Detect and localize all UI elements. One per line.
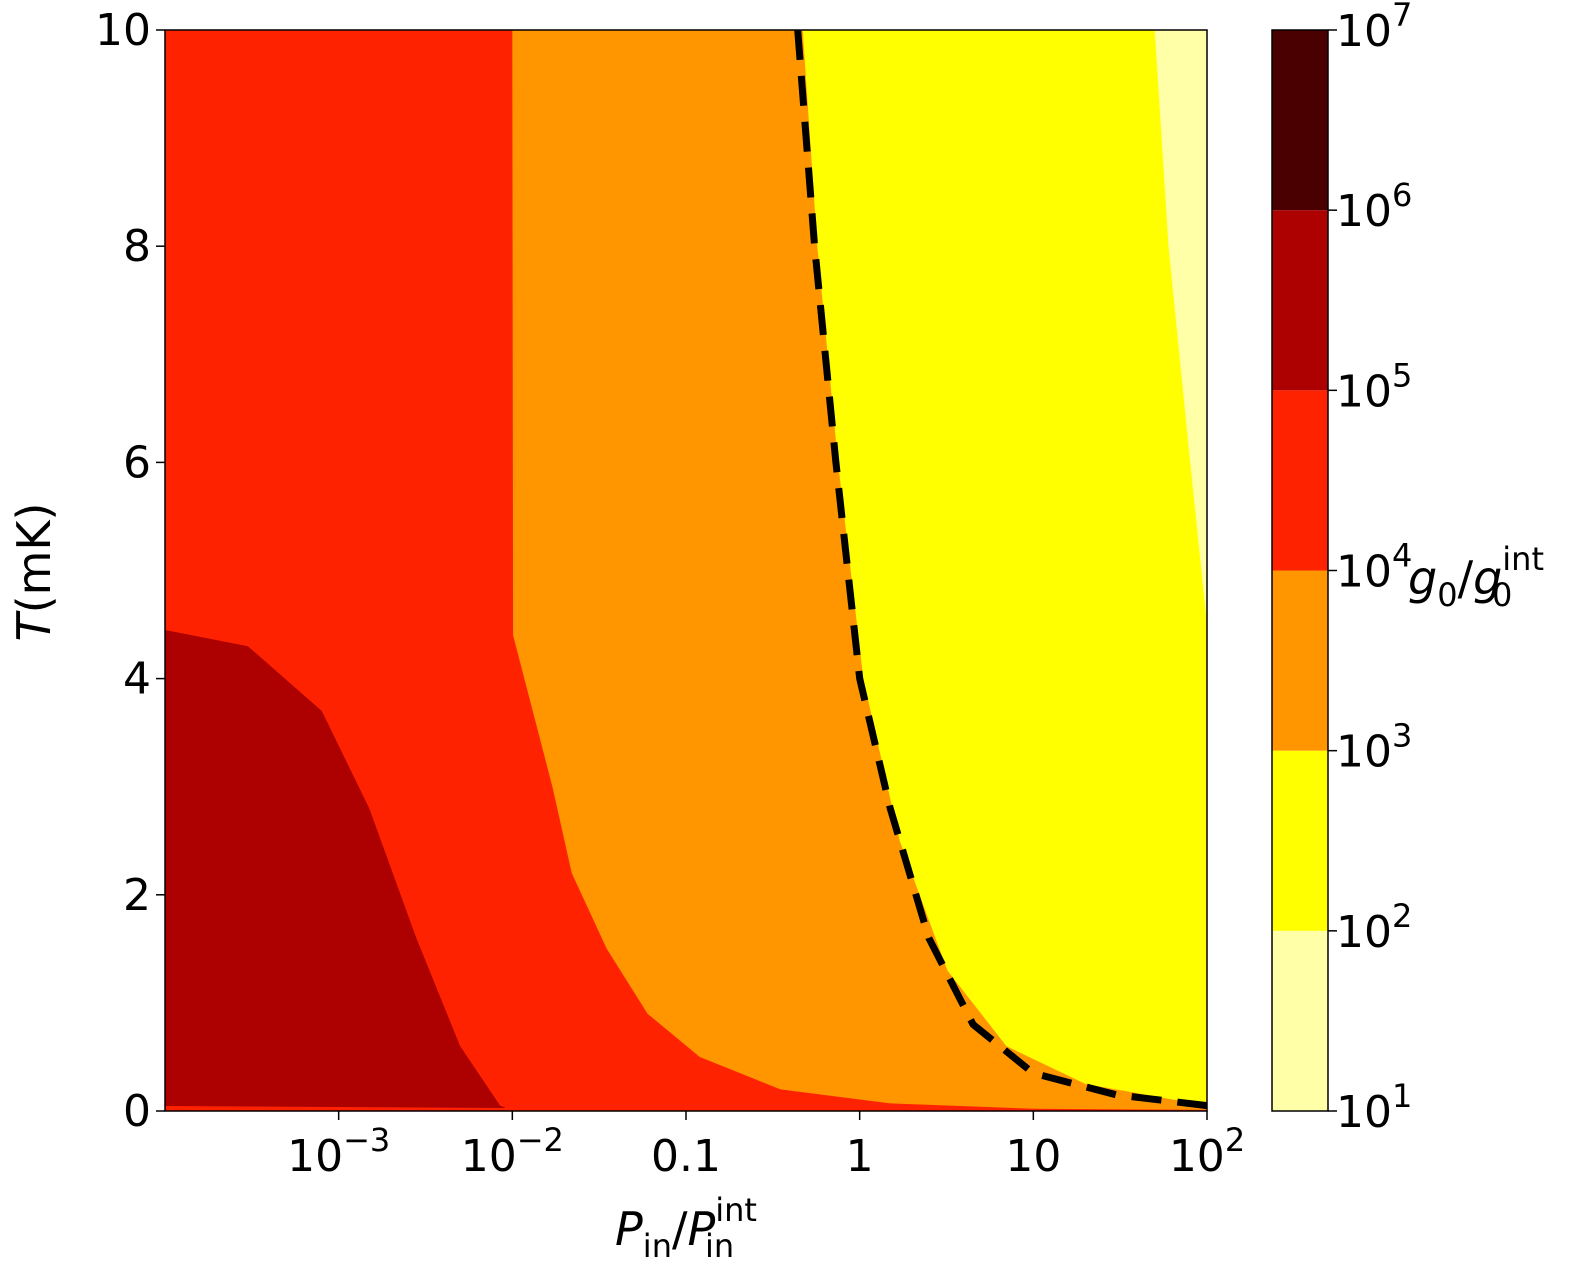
colorbar-segment bbox=[1272, 30, 1328, 211]
y-axis-label: T(mK) bbox=[7, 503, 61, 642]
plot-area bbox=[164, 29, 1208, 1112]
region-10e5-10e6 bbox=[165, 630, 513, 1111]
x-axis-label: Pin/Pint in bbox=[615, 1191, 757, 1265]
colorbar-tick-label: 101 bbox=[1336, 1077, 1412, 1138]
x-tick-label: 102 bbox=[1169, 1121, 1245, 1182]
y-tick-label: 10 bbox=[95, 5, 151, 56]
y-tick-label: 4 bbox=[123, 654, 151, 705]
x-tick-label: 10 bbox=[1005, 1131, 1061, 1182]
y-tick-label: 6 bbox=[123, 437, 151, 488]
colorbar-tick-label: 104 bbox=[1336, 537, 1412, 598]
colorbar-tick-label: 103 bbox=[1336, 717, 1412, 778]
colorbar-segment bbox=[1272, 570, 1328, 751]
colorbar-label: g0/gint 0 bbox=[1408, 540, 1544, 614]
colorbar-segment bbox=[1272, 210, 1328, 391]
x-tick-label: 10−2 bbox=[461, 1121, 564, 1182]
x-tick-label: 1 bbox=[846, 1131, 874, 1182]
bottom-strip bbox=[165, 1106, 1207, 1111]
x-axis-ticks: 10−3 10−2 0.1 1 10 102 bbox=[287, 1111, 1245, 1182]
y-tick-label: 8 bbox=[123, 221, 151, 272]
y-axis-ticks: 0 2 4 6 8 10 bbox=[95, 5, 165, 1137]
region-10e1-10e2 bbox=[1154, 30, 1207, 625]
colorbar-tick-label: 105 bbox=[1336, 356, 1412, 417]
dashed-threshold-line bbox=[794, 29, 1208, 1110]
x-tick-label: 0.1 bbox=[651, 1131, 721, 1182]
colorbar-tick-label: 106 bbox=[1336, 176, 1412, 237]
colorbar-segment bbox=[1272, 930, 1328, 1111]
x-tick-label: 10−3 bbox=[287, 1121, 390, 1182]
colorbar-tick-label: 107 bbox=[1336, 0, 1412, 57]
y-tick-label: 2 bbox=[123, 870, 151, 921]
y-tick-label: 0 bbox=[123, 1086, 151, 1137]
colorbar: 101 102 103 104 105 106 107 bbox=[1271, 0, 1412, 1138]
region-10e4-10e5 bbox=[165, 30, 1207, 1111]
colorbar-segment bbox=[1272, 390, 1328, 571]
colorbar-segment bbox=[1272, 750, 1328, 931]
colorbar-tick-label: 102 bbox=[1336, 897, 1412, 958]
region-10e2-10e3 bbox=[802, 30, 1207, 1106]
